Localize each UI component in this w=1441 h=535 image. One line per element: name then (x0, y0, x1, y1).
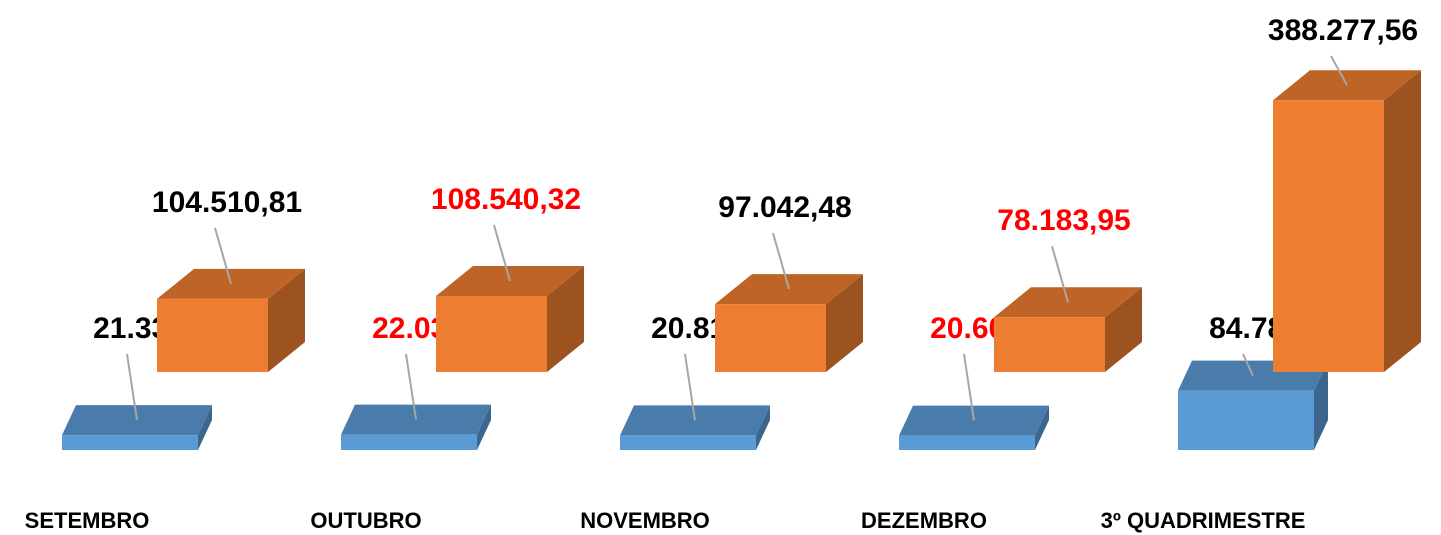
bar-front (341, 434, 477, 450)
bar-side (1384, 70, 1421, 372)
bar-side (268, 268, 305, 372)
bar (157, 268, 305, 372)
bar-side (198, 405, 212, 450)
category-label: OUTUBRO (310, 508, 421, 533)
bar (436, 266, 584, 372)
category-label: DEZEMBRO (861, 508, 987, 533)
bar (994, 287, 1142, 372)
bar-side (477, 404, 491, 450)
bar-front (436, 296, 547, 372)
bar (341, 404, 491, 450)
value-label: 97.042,48 (718, 191, 851, 224)
bar-side (1105, 287, 1142, 372)
leader-line (772, 232, 790, 290)
leader-line (1330, 55, 1348, 86)
category-label: SETEMBRO (25, 508, 150, 533)
leader-line (684, 353, 696, 421)
bar-front (157, 298, 268, 372)
value-label: 388.277,56 (1268, 14, 1418, 47)
leader-line (493, 224, 511, 282)
category-label: 3º QUADRIMESTRE (1101, 508, 1306, 533)
bar-side (547, 266, 584, 372)
leader-line (214, 227, 232, 285)
value-label: 108.540,32 (431, 183, 581, 216)
bar-front (1273, 100, 1384, 372)
bar (715, 274, 863, 372)
bar-front (1178, 390, 1314, 450)
leader-line (1242, 353, 1254, 377)
leader-line (963, 353, 975, 421)
value-label: 104.510,81 (152, 186, 302, 219)
category-label: NOVEMBRO (580, 508, 710, 533)
bar-front (994, 317, 1105, 372)
bar-side (1035, 405, 1049, 450)
bar-front (715, 304, 826, 372)
bar-side (756, 405, 770, 450)
bar (1273, 70, 1421, 372)
bar (62, 405, 212, 450)
leader-line (126, 353, 138, 421)
leader-line (1051, 245, 1069, 303)
bar-side (1314, 360, 1328, 450)
value-label: 78.183,95 (997, 204, 1130, 237)
bar-side (826, 274, 863, 372)
bar-front (62, 435, 198, 450)
bar-front (899, 435, 1035, 450)
bar-front (620, 435, 756, 450)
leader-line (405, 353, 417, 420)
bar (899, 405, 1049, 450)
bar (620, 405, 770, 450)
